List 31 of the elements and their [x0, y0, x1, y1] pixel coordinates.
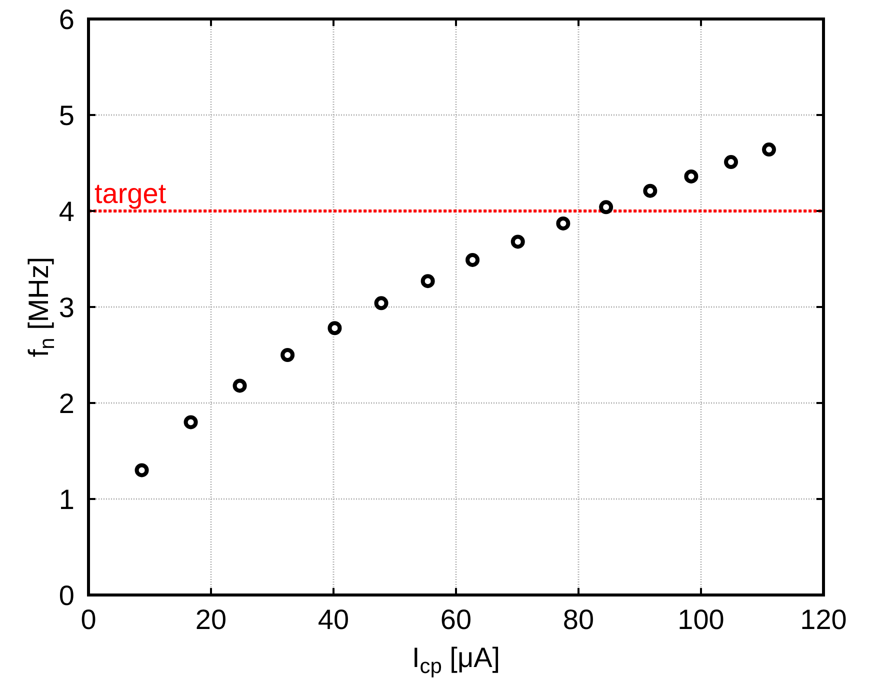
y-tick-label: 3	[58, 292, 74, 324]
x-tick-label: 20	[195, 604, 227, 635]
x-tick-label: 80	[562, 604, 594, 635]
y-tick-label: 0	[58, 580, 74, 612]
y-tick-label: 6	[58, 4, 74, 36]
y-tick-label: 1	[58, 484, 74, 516]
x-tick-label: 60	[440, 604, 472, 635]
point	[684, 169, 698, 184]
y-tick-label: 4	[58, 196, 74, 228]
y-tick-label: 5	[58, 100, 74, 132]
point	[599, 200, 614, 214]
x-tick-label: 40	[318, 604, 350, 635]
point	[466, 252, 480, 267]
point	[420, 274, 435, 288]
x-axis-title: I$_{cp}$ [μA]	[412, 642, 500, 678]
point	[232, 378, 247, 393]
point	[724, 155, 738, 170]
point	[643, 184, 658, 198]
x-tick-label: 0	[80, 604, 96, 635]
point	[184, 415, 198, 430]
point	[510, 234, 525, 249]
ref-line-label: target	[94, 178, 166, 209]
y-tick-label: 2	[58, 388, 74, 420]
point	[280, 348, 295, 362]
point	[374, 296, 388, 310]
x-tick-label: 120	[800, 604, 847, 635]
x-tick-label: 100	[678, 604, 724, 635]
point	[762, 142, 776, 157]
point	[556, 216, 570, 230]
point	[328, 321, 342, 336]
point	[134, 463, 149, 478]
